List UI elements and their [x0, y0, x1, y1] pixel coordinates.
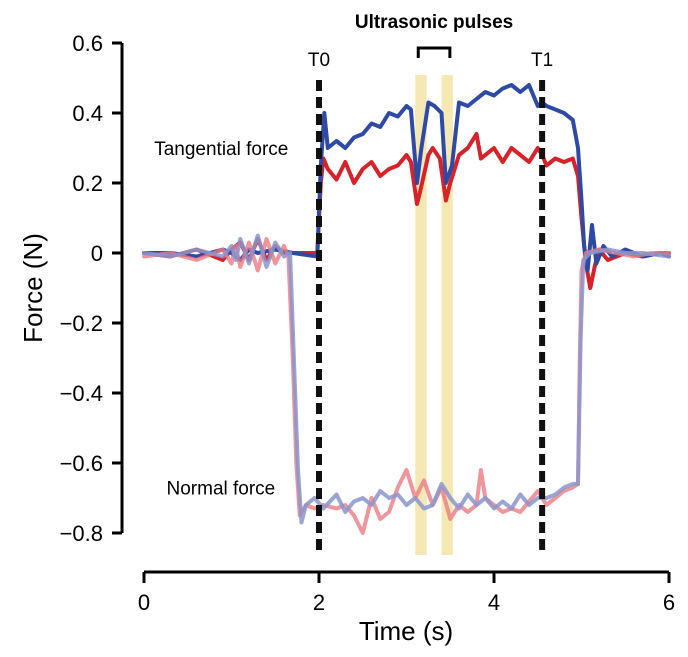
series-layer — [142, 83, 671, 535]
annotation-2: Normal force — [167, 479, 276, 500]
y-tick-label: 0.4 — [72, 101, 103, 126]
marker-layer: T0 T1 — [308, 50, 553, 553]
x-tick-label: 4 — [488, 590, 500, 615]
marker-label-t0: T0 — [308, 50, 330, 71]
ultrasonic-pulses-label: Ultrasonic pulses — [355, 12, 513, 33]
x-axis-title: Time (s) — [359, 616, 453, 646]
x-tick-label: 6 — [663, 590, 675, 615]
x-tick-label: 2 — [313, 590, 325, 615]
x-tick-label: 0 — [138, 590, 150, 615]
annotation-1: Tangential force — [154, 139, 288, 160]
y-tick-label: −0.2 — [60, 311, 103, 336]
y-tick-label: 0 — [91, 241, 103, 266]
marker-label-t1: T1 — [531, 50, 553, 71]
pulse-bands — [415, 75, 453, 555]
series-line-2 — [142, 83, 671, 273]
y-axis-title: Force (N) — [18, 233, 48, 343]
pulse-band-1 — [415, 75, 427, 555]
annotation-layer: Tangential force Normal force — [154, 139, 288, 500]
y-tick-label: −0.4 — [60, 381, 103, 406]
pulse-band-2 — [441, 75, 453, 555]
y-tick-label: −0.8 — [60, 521, 103, 546]
series-line-4 — [142, 233, 671, 525]
y-tick-label: 0.6 — [72, 31, 103, 56]
pulse-bracket — [416, 46, 452, 58]
x-ticks: 0 2 4 6 — [138, 572, 675, 615]
y-tick-label: −0.6 — [60, 451, 103, 476]
y-tick-label: 0.2 — [72, 171, 103, 196]
pulse-bracket-line — [416, 46, 452, 58]
y-ticks: 0.6 0.4 0.2 0 −0.2 −0.4 −0.6 −0.8 — [60, 31, 122, 546]
